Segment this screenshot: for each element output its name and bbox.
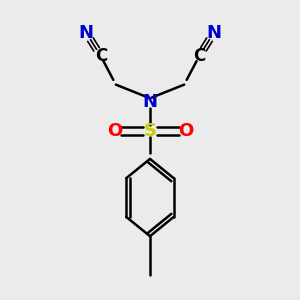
Text: N: N: [206, 24, 221, 42]
Text: O: O: [107, 122, 122, 140]
Text: C: C: [95, 47, 107, 65]
Text: N: N: [142, 93, 158, 111]
Text: O: O: [178, 122, 193, 140]
Text: N: N: [79, 24, 94, 42]
Text: S: S: [143, 122, 157, 140]
Text: C: C: [193, 47, 205, 65]
